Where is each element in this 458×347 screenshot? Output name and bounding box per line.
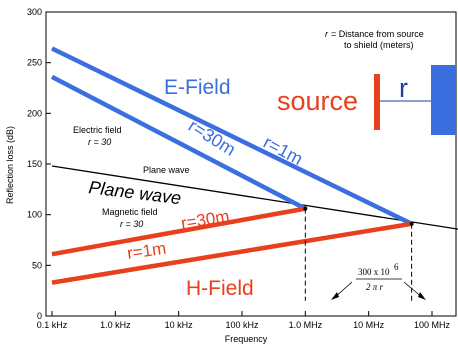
r-symbol-label: r	[399, 73, 408, 103]
x-axis-title: Frequency	[225, 334, 268, 344]
r-1m-bottom-label: r=1m	[126, 239, 167, 263]
magnetic-field-label: Magnetic field	[102, 207, 158, 217]
y-tick-label: 250	[27, 58, 42, 68]
highlight-h_field_r1_hl	[51, 221, 412, 285]
e-field-label: E-Field	[164, 76, 231, 99]
r-30m-top-label: r=30m	[185, 115, 239, 159]
x-tick-label: 1.0 kHz	[100, 320, 131, 330]
distance-note-var: r	[325, 29, 329, 39]
y-tick-label: 100	[27, 210, 42, 220]
magnetic-field-r-label: r = 30	[120, 219, 143, 229]
x-tick-label: 100 MHz	[414, 320, 451, 330]
shield-block	[431, 65, 456, 135]
electric-field-label: Electric field	[73, 125, 122, 135]
formula-arrowhead-left	[331, 292, 339, 300]
y-tick-label: 150	[27, 159, 42, 169]
plane-wave-big-label: Plane wave	[88, 177, 183, 208]
distance-note-line2: to shield (meters)	[344, 40, 414, 50]
highlight-lines	[50, 46, 413, 285]
x-ticks: 0.1 kHz 1.0 kHz 10 kHz 100 kHz 1.0 MHz 10 MHz…	[37, 311, 451, 330]
transition-markers	[303, 206, 414, 301]
x-tick-label: 1.0 MHz	[289, 320, 323, 330]
y-tick-label: 200	[27, 108, 42, 118]
transition-point-r30	[303, 206, 308, 211]
x-tick-label: 0.1 kHz	[37, 320, 68, 330]
y-tick-label: 300	[27, 7, 42, 17]
highlight-e_field_r30_hl	[50, 74, 307, 211]
y-tick-label: 0	[37, 311, 42, 321]
formula-denominator: 2 π r	[366, 282, 384, 292]
h-field-label: H-Field	[186, 277, 254, 300]
transition-point-r1	[409, 221, 414, 226]
y-axis-title: Reflection loss (dB)	[5, 126, 15, 204]
highlight-e_field_r1_hl	[51, 46, 413, 226]
electric-field-r-label: r = 30	[88, 137, 111, 147]
distance-note-line1: = Distance from source	[331, 29, 424, 39]
y-tick-label: 50	[32, 260, 42, 270]
x-tick-label: 100 kHz	[225, 320, 259, 330]
x-tick-label: 10 MHz	[353, 320, 385, 330]
source-bar	[374, 74, 380, 130]
formula-exponent: 6	[394, 262, 399, 272]
x-tick-label: 10 kHz	[165, 320, 194, 330]
r-30m-bottom-label: r=30m	[180, 207, 231, 233]
plane-wave-small-label: Plane wave	[143, 165, 190, 175]
formula-arrowhead-right	[418, 292, 426, 300]
source-label: source	[277, 86, 358, 116]
formula-numerator: 300 x 10	[358, 267, 390, 277]
series-line-plane_wave	[51, 165, 458, 230]
y-ticks: 0 50 100 150 200 250 300	[27, 7, 51, 321]
highlight-h_field_r30_hl	[51, 206, 306, 257]
